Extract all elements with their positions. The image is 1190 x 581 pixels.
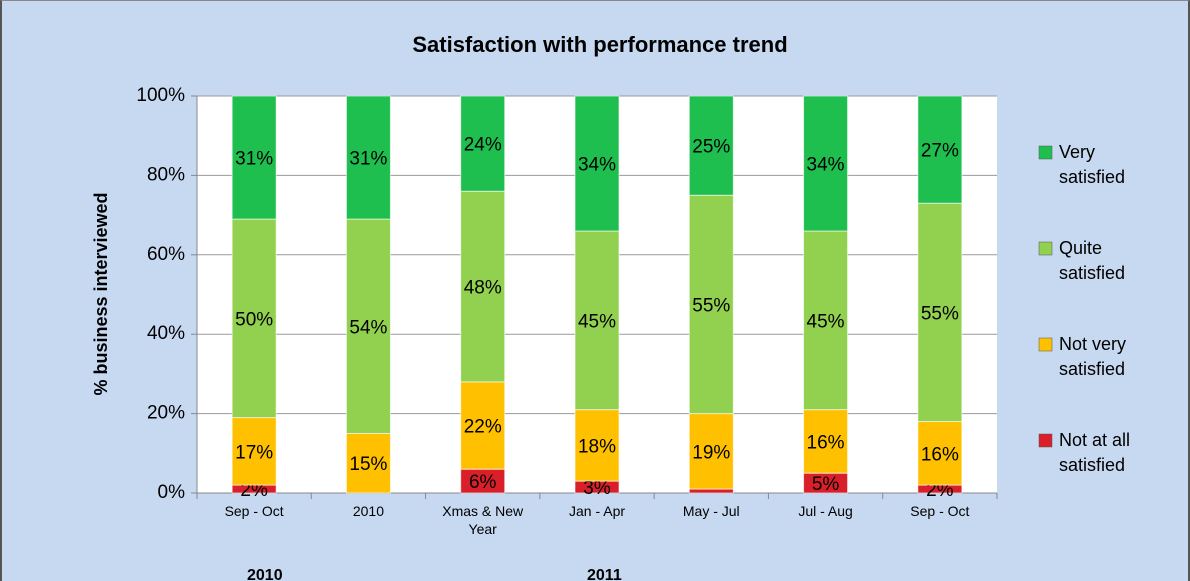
bar-segment: [688, 488, 734, 494]
legend-swatch: [1038, 241, 1053, 256]
legend-label: Not very satisfied: [1059, 334, 1127, 379]
legend-swatch: [1038, 145, 1053, 160]
bar-segment: [803, 409, 849, 474]
x-tick-label: May - Jul: [682, 503, 740, 519]
legend-swatch: [1038, 337, 1053, 352]
x-tick-label: Jul - Aug: [798, 503, 853, 519]
group-label: 2011: [587, 567, 622, 581]
bar-segment: [688, 413, 734, 490]
y-tick-label: 0%: [158, 482, 186, 503]
legend-swatch: [1038, 433, 1053, 448]
data-label: 16%: [921, 444, 959, 465]
data-label: 16%: [807, 432, 845, 453]
data-label: 48%: [464, 278, 502, 299]
bar-segment: [917, 421, 963, 486]
x-tick-label: Sep - Oct: [224, 503, 284, 519]
data-label: 15%: [349, 454, 387, 475]
x-tick-label: Jan - Apr: [568, 503, 626, 519]
data-label: 6%: [469, 472, 497, 493]
bar-segment: [345, 95, 391, 220]
y-tick-label: 80%: [147, 164, 185, 185]
data-label: 54%: [349, 317, 387, 338]
bar-segment: [917, 95, 963, 204]
bar-segment: [460, 381, 506, 470]
bar-segment: [231, 417, 277, 486]
data-label: 45%: [578, 311, 616, 332]
data-label: 25%: [692, 137, 730, 158]
legend-label: Not at all satisfied: [1059, 430, 1131, 475]
data-label: 22%: [464, 417, 502, 438]
bar-segment: [574, 409, 620, 482]
y-tick-label: 20%: [147, 403, 185, 424]
data-label: 55%: [921, 303, 959, 324]
group-label: 2010: [247, 567, 283, 581]
bar-segment: [345, 218, 391, 434]
bar-segment: [231, 95, 277, 220]
data-label: 24%: [464, 135, 502, 156]
data-label: 17%: [235, 442, 273, 463]
data-label: 34%: [807, 155, 845, 176]
y-tick-label: 40%: [147, 323, 185, 344]
x-tick-label: Sep - Oct: [910, 503, 970, 519]
data-label: 18%: [578, 436, 616, 457]
x-tick-label: Xmas & New Year: [442, 503, 524, 537]
y-tick-label: 60%: [147, 244, 185, 265]
legend-label: Very satisfied: [1059, 142, 1126, 187]
data-label: 19%: [692, 442, 730, 463]
bar-segment: [803, 95, 849, 232]
bar-segment: [460, 190, 506, 383]
bar-segment: [460, 95, 506, 192]
data-label: 31%: [349, 149, 387, 170]
chart-title: Satisfaction with performance trend: [412, 32, 787, 57]
data-label: 34%: [578, 155, 616, 176]
bar-segment: [574, 230, 620, 411]
data-label: 5%: [812, 474, 840, 495]
bar-segment: [688, 95, 734, 196]
bar-segment: [917, 202, 963, 423]
data-label: 45%: [807, 311, 845, 332]
y-tick-label: 100%: [136, 85, 185, 106]
data-label: 50%: [235, 309, 273, 330]
x-tick-label: 2010: [352, 503, 384, 519]
y-axis-title: % business interviewed: [91, 192, 111, 395]
legend-label: Quite satisfied: [1059, 238, 1126, 283]
data-label: 55%: [692, 295, 730, 316]
data-label: 3%: [583, 478, 611, 499]
data-label: 27%: [921, 141, 959, 162]
bar-segment: [574, 95, 620, 232]
data-label: 31%: [235, 149, 273, 170]
